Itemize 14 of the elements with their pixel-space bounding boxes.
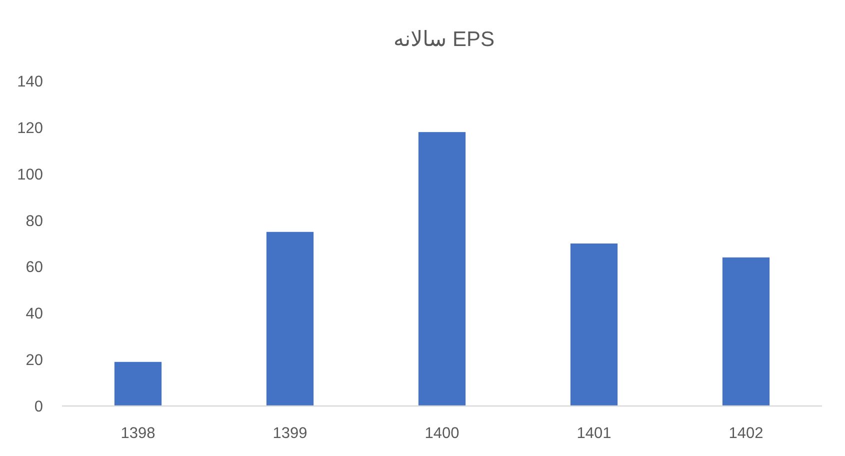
x-tick-label: 1399 — [272, 425, 308, 442]
x-tick-label: 1402 — [728, 425, 764, 442]
x-tick-label: 1398 — [120, 425, 156, 442]
y-tick-label: 40 — [26, 306, 43, 323]
y-tick-label: 20 — [26, 352, 43, 370]
y-tick-label: 100 — [17, 166, 43, 184]
y-tick-label: 0 — [34, 398, 43, 416]
x-tick-label: 1401 — [576, 425, 612, 442]
title: EPS سالانه — [394, 28, 494, 51]
x-tick-label: 1400 — [424, 425, 460, 442]
y-tick-label: 60 — [26, 259, 43, 276]
y-tick-label: 120 — [17, 120, 43, 137]
y-tick-label: 80 — [26, 212, 43, 230]
y-tick-label: 140 — [17, 74, 43, 90]
